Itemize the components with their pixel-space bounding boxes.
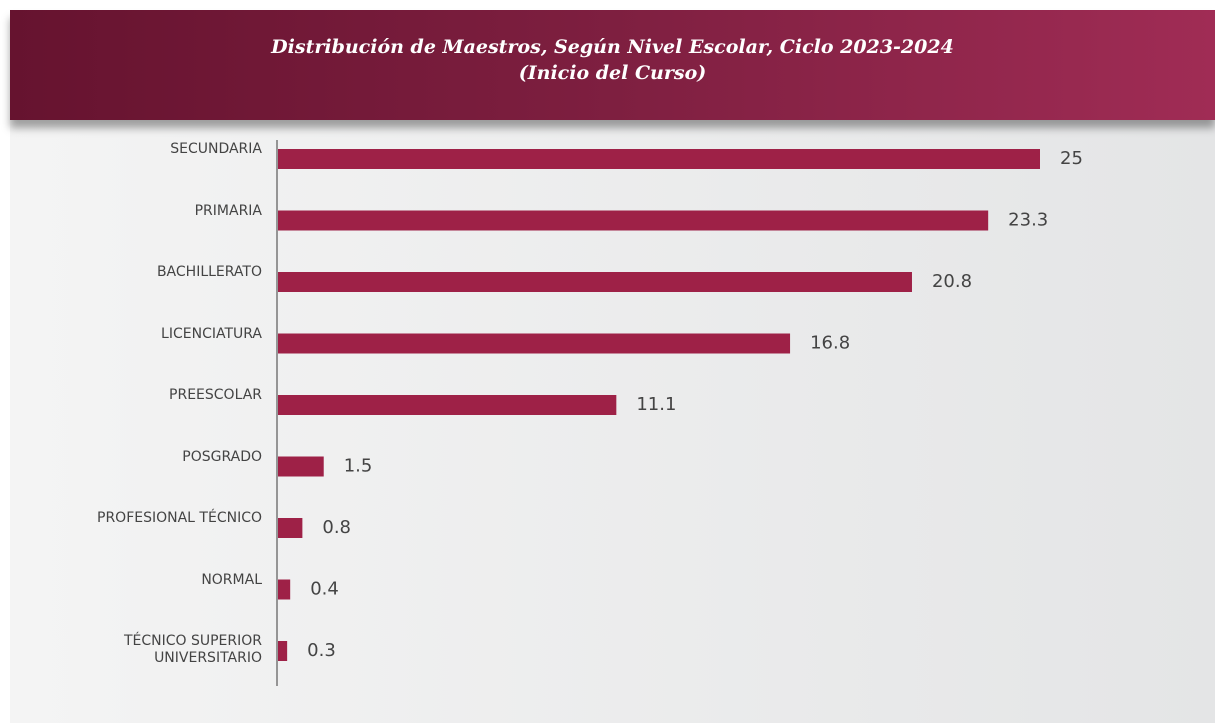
bar [278,641,288,661]
category-label: NORMAL [201,571,262,588]
category-label: BACHILLERATO [156,264,262,280]
chart-panel [10,10,1215,723]
value-label: 1.5 [344,456,373,477]
value-label: 0.3 [307,640,336,661]
value-label: 0.8 [322,517,351,538]
bar [278,456,324,477]
category-label: TÉCNICO SUPERIOR UNIVERSITARIO [123,633,262,666]
category-label: PRIMARIA [194,202,262,219]
value-label: 11.1 [636,394,676,415]
title-banner: Distribución de Maestros, Según Nivel Es… [10,10,1215,120]
value-label: 16.8 [810,333,850,354]
category-label: POSGRADO [182,448,262,465]
category-label: SECUNDARIA [170,141,262,157]
value-label: 0.4 [310,579,339,600]
chart-title: Distribución de Maestros, Según Nivel Es… [271,36,954,58]
bar [278,149,1040,169]
bar [278,518,303,538]
bar [278,395,617,415]
bar [278,272,912,292]
bar [278,210,989,231]
chart-subtitle: (Inicio del Curso) [518,62,707,84]
category-label: PREESCOLAR [169,387,262,403]
value-label: 23.3 [1008,210,1048,231]
category-label: LICENCIATURA [161,325,262,342]
category-label: PROFESIONAL TÉCNICO [97,510,262,526]
bar [278,333,791,354]
bar [278,579,291,600]
value-label: 25 [1060,148,1083,169]
value-label: 20.8 [932,271,972,292]
